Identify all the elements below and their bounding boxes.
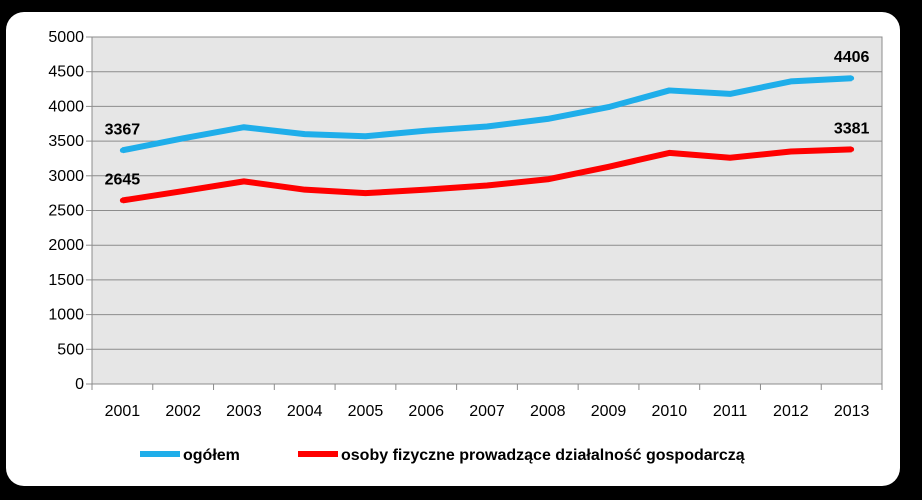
data-point (666, 150, 672, 156)
data-point (241, 178, 247, 184)
data-point (119, 147, 125, 153)
x-tick-label: 2003 (226, 403, 262, 420)
x-tick-label: 2008 (530, 403, 566, 420)
data-point (302, 131, 308, 137)
data-point (484, 124, 490, 130)
x-tick-label: 2005 (348, 403, 384, 420)
data-point (423, 187, 429, 193)
data-point (788, 78, 794, 84)
y-tick-label: 2500 (48, 203, 84, 220)
y-tick-label: 5000 (48, 29, 84, 46)
grid-lines (92, 36, 882, 350)
data-point (302, 187, 308, 193)
x-tick-label: 2011 (713, 403, 748, 420)
data-point (362, 190, 368, 196)
data-point (119, 197, 125, 203)
data-point (362, 133, 368, 139)
y-tick-label: 3500 (48, 133, 84, 150)
x-tick-label: 2004 (287, 403, 323, 420)
data-point (484, 183, 490, 189)
x-tick-label: 2010 (652, 403, 688, 420)
y-tick-label: 1000 (48, 307, 84, 324)
data-point (423, 128, 429, 134)
x-tick-label: 2013 (834, 403, 870, 420)
y-tick-label: 500 (57, 341, 84, 358)
data-label: 3381 (834, 120, 870, 137)
y-tick-label: 3000 (48, 168, 84, 185)
y-axis: 0 500 1000 1500 2000 2500 3000 3500 4000 4500 5000 (48, 29, 92, 393)
data-point (849, 75, 855, 81)
x-tick-label: 2001 (105, 403, 141, 420)
data-point (788, 149, 794, 155)
series-lines (119, 75, 855, 204)
x-axis: 2001 2002 2003 2004 2005 2006 2007 2008 2009 2010… (91, 383, 883, 420)
data-label: 3367 (105, 121, 141, 138)
data-point (241, 124, 247, 130)
data-point (849, 146, 855, 152)
x-tick-label: 2006 (408, 403, 444, 420)
data-label: 2645 (105, 171, 141, 188)
data-point (606, 104, 612, 110)
y-tick-label: 1500 (48, 272, 84, 289)
data-label: 4406 (834, 49, 870, 66)
x-tick-label: 2009 (591, 403, 627, 420)
y-tick-label: 4500 (48, 64, 84, 81)
data-point (666, 87, 672, 93)
y-tick-label: 4000 (48, 98, 84, 115)
data-labels: 3367 4406 2645 3381 (105, 49, 870, 188)
data-point (545, 116, 551, 122)
x-tick-label: 2002 (165, 403, 201, 420)
data-point (180, 188, 186, 194)
legend-label: osoby fizyczne prowadzące działalność go… (341, 447, 745, 464)
data-point (180, 135, 186, 141)
x-tick-label: 2012 (773, 403, 809, 420)
data-point (606, 164, 612, 170)
y-tick-label: 0 (75, 376, 84, 393)
legend-label: ogółem (183, 447, 240, 464)
y-tick-label: 2000 (48, 237, 84, 254)
data-point (727, 155, 733, 161)
data-point (545, 176, 551, 182)
legend: ogółem osoby fizyczne prowadzące działaln… (140, 447, 745, 464)
x-tick-label: 2007 (469, 403, 505, 420)
data-point (727, 91, 733, 97)
